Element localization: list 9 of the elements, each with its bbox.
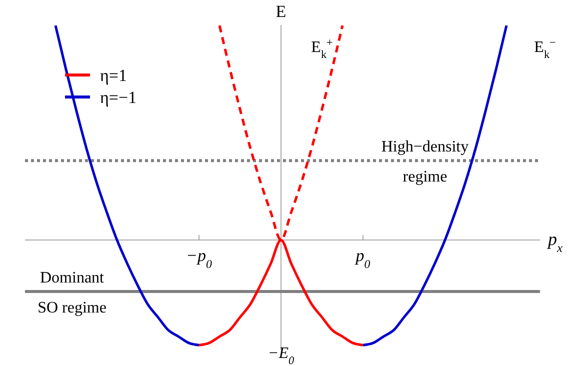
x-tick-label: p$_{0}$ xyxy=(354,246,370,271)
ref-line-label: Dominant SO regime xyxy=(38,269,106,316)
annotation: −E$_{0}$ xyxy=(268,345,294,366)
y-axis-title: E xyxy=(276,2,286,21)
x-axis-title: p$_{x}$ xyxy=(546,229,563,255)
legend-label: η=1 xyxy=(100,66,127,85)
ref-line-label: High−density regime xyxy=(381,138,469,186)
x-tick-label: −p$_{0}$ xyxy=(186,246,212,271)
legend-label: η=−1 xyxy=(100,88,137,107)
